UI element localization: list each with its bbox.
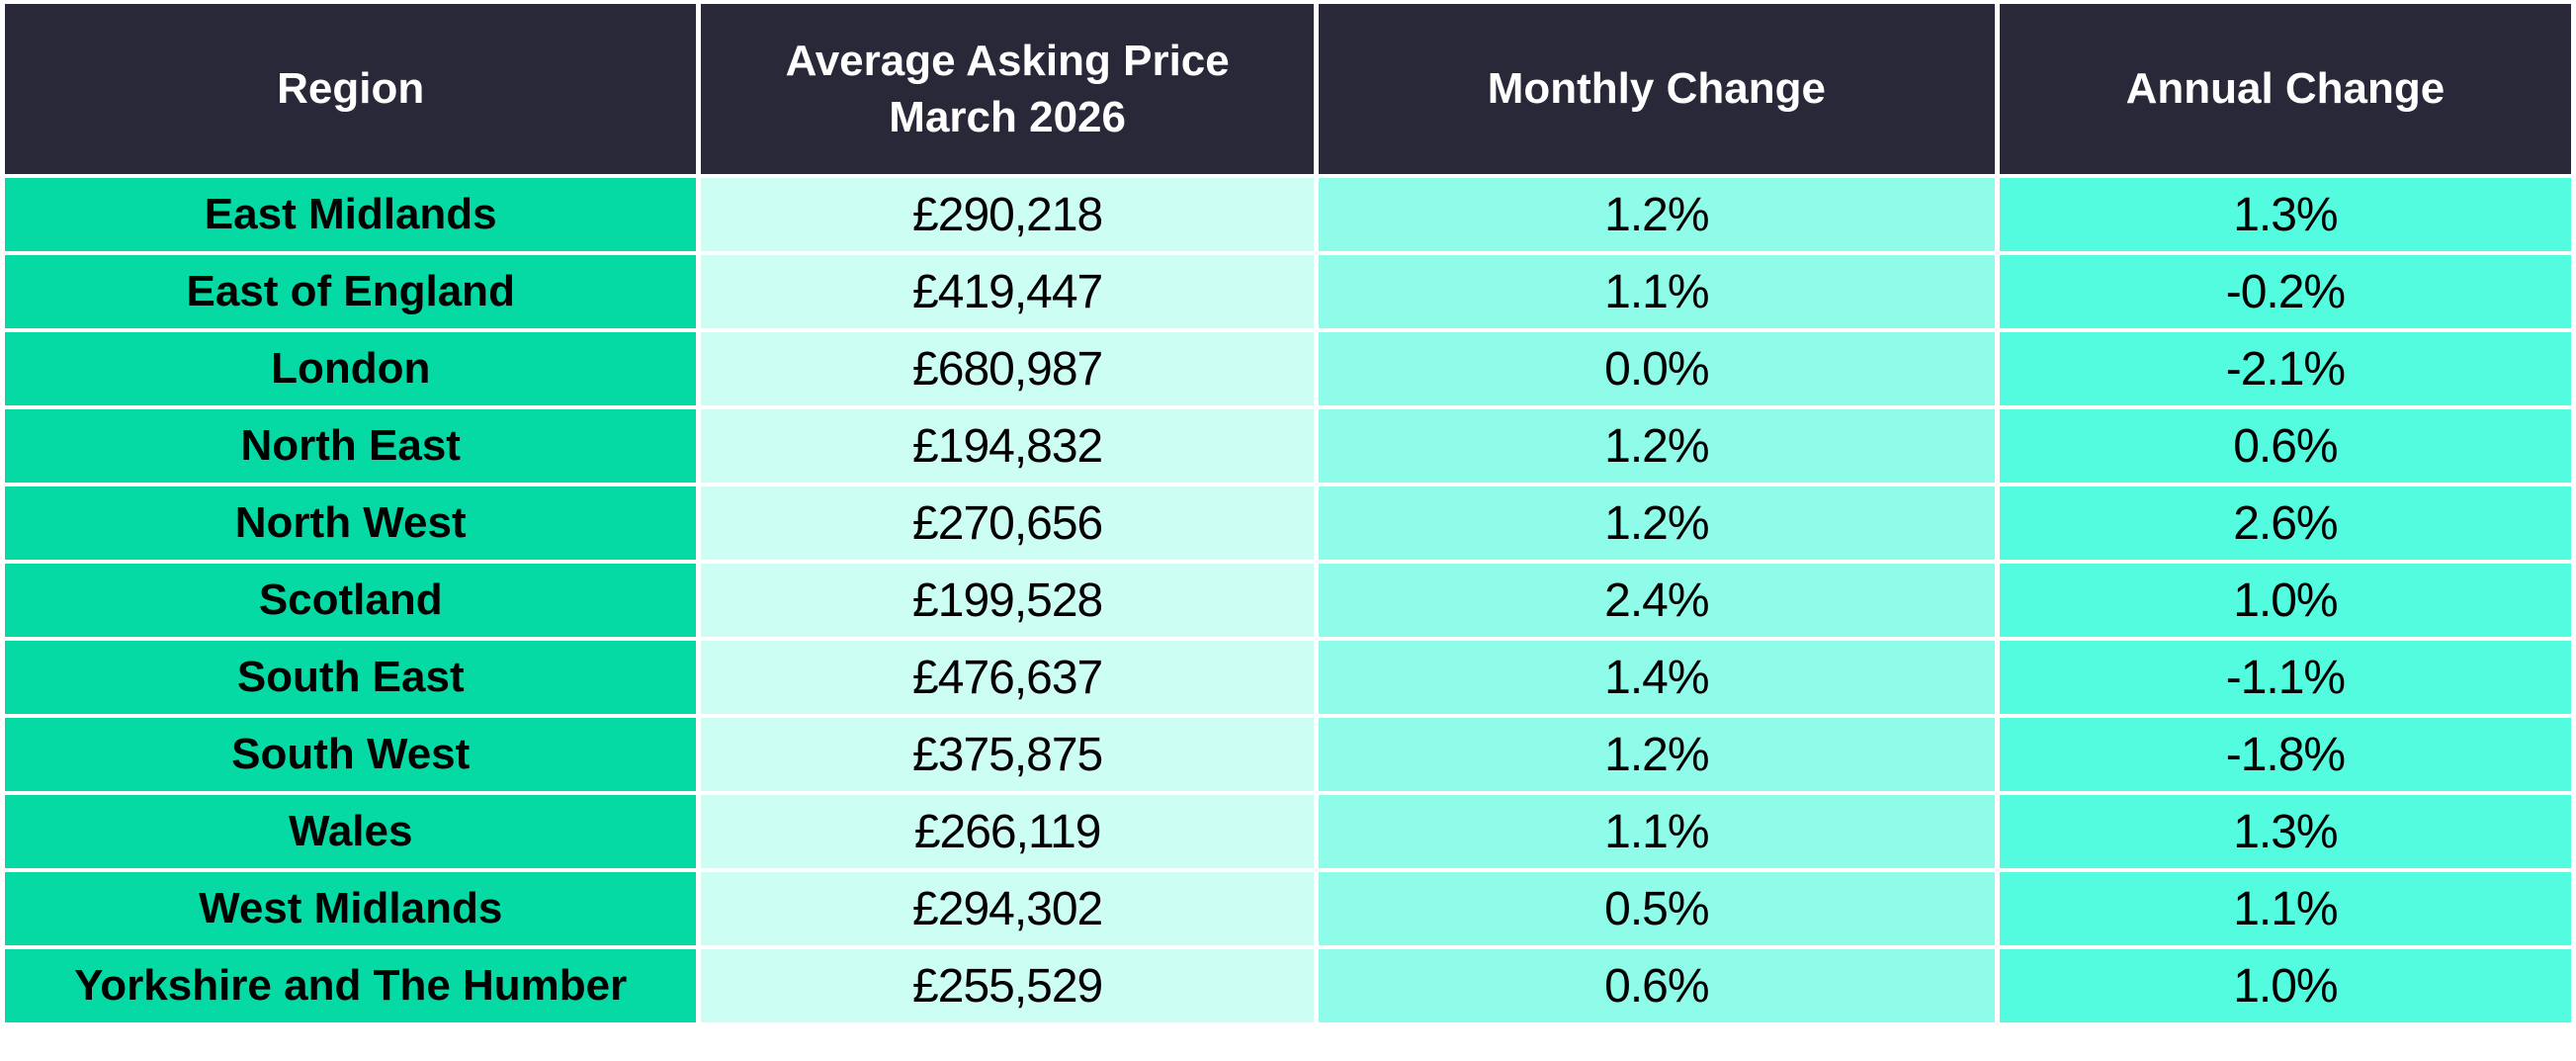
column-header-region: Region	[5, 4, 697, 174]
monthly-change-cell: 0.6%	[1318, 949, 1995, 1022]
annual-change-cell: -1.1%	[1999, 641, 2571, 714]
annual-change-cell: 1.0%	[1999, 949, 2571, 1022]
monthly-change-cell: 1.2%	[1318, 409, 1995, 483]
monthly-change-cell: 1.4%	[1318, 641, 1995, 714]
annual-change-cell: -0.2%	[1999, 255, 2571, 328]
monthly-change-cell: 1.2%	[1318, 178, 1995, 251]
monthly-change-cell: 1.1%	[1318, 795, 1995, 868]
column-header-average-asking-price-label: Average Asking Price March 2026	[785, 36, 1230, 141]
region-cell: South East	[5, 641, 697, 714]
region-cell: Wales	[5, 795, 697, 868]
region-cell: East of England	[5, 255, 697, 328]
annual-change-cell: -2.1%	[1999, 332, 2571, 405]
table-row: South West £375,875 1.2% -1.8%	[5, 718, 2571, 791]
annual-change-cell: -1.8%	[1999, 718, 2571, 791]
price-cell: £199,528	[701, 564, 1314, 637]
table-row: Scotland £199,528 2.4% 1.0%	[5, 564, 2571, 637]
price-cell: £270,656	[701, 486, 1314, 560]
table-row: West Midlands £294,302 0.5% 1.1%	[5, 872, 2571, 945]
monthly-change-cell: 1.2%	[1318, 718, 1995, 791]
table-row: Yorkshire and The Humber £255,529 0.6% 1…	[5, 949, 2571, 1022]
region-cell: London	[5, 332, 697, 405]
table-row: Wales £266,119 1.1% 1.3%	[5, 795, 2571, 868]
monthly-change-cell: 0.0%	[1318, 332, 1995, 405]
monthly-change-cell: 2.4%	[1318, 564, 1995, 637]
column-header-monthly-change: Monthly Change	[1318, 4, 1995, 174]
price-cell: £476,637	[701, 641, 1314, 714]
column-header-annual-change: Annual Change	[1999, 4, 2571, 174]
annual-change-cell: 0.6%	[1999, 409, 2571, 483]
region-cell: Yorkshire and The Humber	[5, 949, 697, 1022]
region-cell: Scotland	[5, 564, 697, 637]
annual-change-cell: 1.3%	[1999, 795, 2571, 868]
column-header-region-label: Region	[277, 64, 425, 114]
price-cell: £290,218	[701, 178, 1314, 251]
column-header-annual-change-label: Annual Change	[2125, 64, 2446, 114]
table-row: East Midlands £290,218 1.2% 1.3%	[5, 178, 2571, 251]
region-cell: South West	[5, 718, 697, 791]
price-cell: £255,529	[701, 949, 1314, 1022]
table-header-row: Region Average Asking Price March 2026 M…	[5, 4, 2571, 174]
annual-change-cell: 2.6%	[1999, 486, 2571, 560]
annual-change-cell: 1.1%	[1999, 872, 2571, 945]
column-header-monthly-change-label: Monthly Change	[1487, 64, 1826, 114]
price-cell: £266,119	[701, 795, 1314, 868]
region-cell: West Midlands	[5, 872, 697, 945]
monthly-change-cell: 1.1%	[1318, 255, 1995, 328]
annual-change-cell: 1.0%	[1999, 564, 2571, 637]
regional-asking-price-table: Region Average Asking Price March 2026 M…	[5, 4, 2571, 1022]
annual-change-cell: 1.3%	[1999, 178, 2571, 251]
price-cell: £680,987	[701, 332, 1314, 405]
region-cell: East Midlands	[5, 178, 697, 251]
price-cell: £375,875	[701, 718, 1314, 791]
table-row: North East £194,832 1.2% 0.6%	[5, 409, 2571, 483]
table-row: South East £476,637 1.4% -1.1%	[5, 641, 2571, 714]
region-cell: North West	[5, 486, 697, 560]
price-cell: £294,302	[701, 872, 1314, 945]
region-cell: North East	[5, 409, 697, 483]
column-header-average-asking-price: Average Asking Price March 2026	[701, 4, 1314, 174]
table-row: East of England £419,447 1.1% -0.2%	[5, 255, 2571, 328]
monthly-change-cell: 1.2%	[1318, 486, 1995, 560]
monthly-change-cell: 0.5%	[1318, 872, 1995, 945]
price-cell: £419,447	[701, 255, 1314, 328]
table-row: London £680,987 0.0% -2.1%	[5, 332, 2571, 405]
price-cell: £194,832	[701, 409, 1314, 483]
table-row: North West £270,656 1.2% 2.6%	[5, 486, 2571, 560]
